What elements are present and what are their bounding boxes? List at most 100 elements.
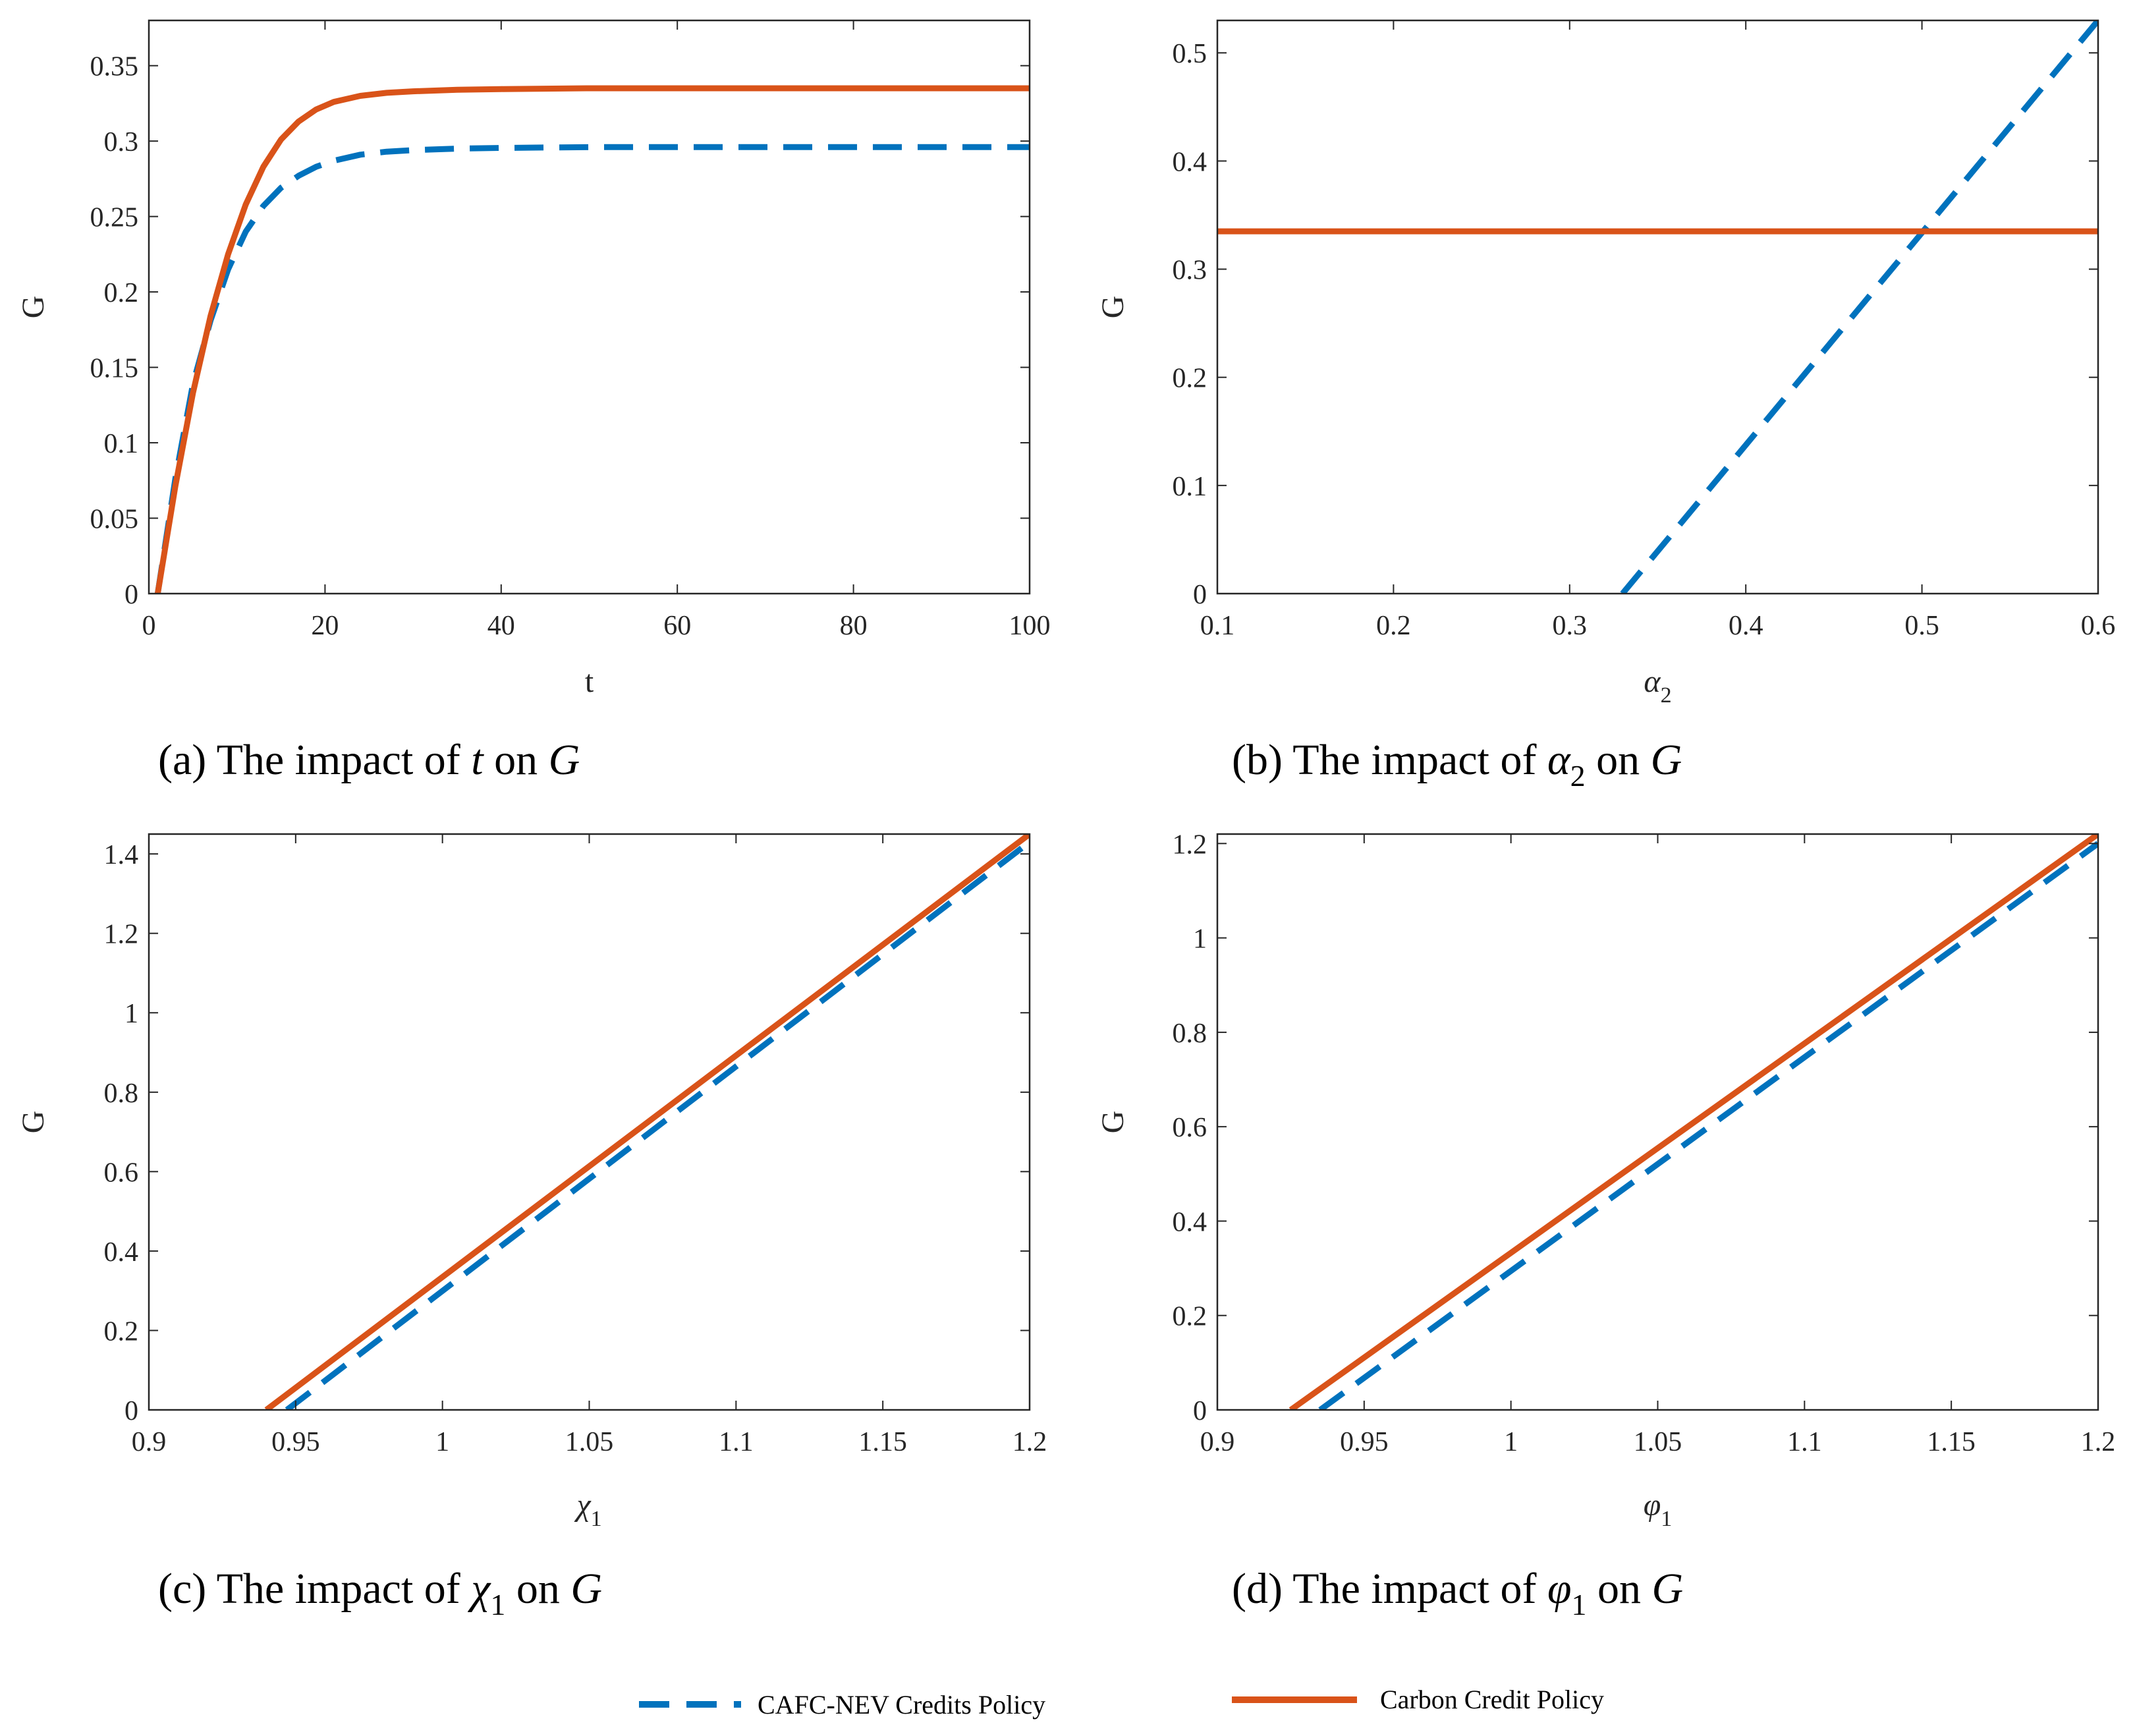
y-tick-label: 0.6 bbox=[104, 1158, 139, 1188]
series-line-carbon bbox=[264, 834, 1030, 1410]
caption-on: on bbox=[484, 736, 549, 784]
legend: CAFC-NEV Credits Policy Carbon Credit Po… bbox=[639, 1685, 1604, 1720]
y-tick-label: 0.15 bbox=[90, 354, 139, 384]
x-tick-label: 0.9 bbox=[132, 1427, 167, 1457]
x-axis-subscript: 1 bbox=[591, 1507, 602, 1531]
caption-on: on bbox=[505, 1565, 570, 1613]
series-line-carbon bbox=[154, 85, 1030, 594]
y-tick-label: 0 bbox=[1193, 1396, 1207, 1426]
x-tick-label: 1 bbox=[435, 1427, 449, 1457]
y-tick-label: 0 bbox=[1193, 580, 1207, 610]
y-tick-label: 0.1 bbox=[1173, 472, 1207, 502]
y-tick-label: 0.05 bbox=[90, 505, 139, 535]
panel-d: 0.9 0.95 1 1.05 1.1 1.15 1.2 0 0.2 0.4 0.6 0.8 1 1.2 φ… bbox=[1095, 829, 2115, 1621]
x-tick-label: 40 bbox=[487, 611, 515, 641]
y-axis-label: G bbox=[1095, 1111, 1130, 1134]
x-tick-label: 1.05 bbox=[565, 1427, 614, 1457]
series-line-cafc bbox=[1318, 841, 2098, 1410]
axes-box bbox=[1216, 19, 2099, 595]
panel-caption: (d) The impact of φ1 on G bbox=[1232, 1565, 1683, 1621]
x-tick-label: 20 bbox=[311, 611, 339, 641]
x-tick-label: 0.4 bbox=[1729, 611, 1763, 641]
x-axis-subscript: 2 bbox=[1661, 683, 1672, 708]
y-axis-label: G bbox=[16, 296, 51, 319]
x-tick-label: 0.95 bbox=[1340, 1427, 1389, 1457]
x-tick-label: 0.6 bbox=[2081, 611, 2116, 641]
x-tick-label: 100 bbox=[1009, 611, 1051, 641]
y-tick-label: 1.2 bbox=[1173, 829, 1207, 860]
caption-target: G bbox=[549, 736, 580, 784]
x-axis-label: φ1 bbox=[1644, 1488, 1673, 1531]
y-tick-label: 0.1 bbox=[104, 429, 139, 459]
panel-caption: (b) The impact of α2 on G bbox=[1232, 736, 1682, 793]
y-tick-label: 0.2 bbox=[104, 278, 139, 308]
y-tick-label: 0.35 bbox=[90, 52, 139, 82]
y-axis-label: G bbox=[1095, 296, 1130, 319]
y-axis-label: G bbox=[16, 1111, 51, 1134]
y-tick-label: 0.2 bbox=[104, 1316, 139, 1347]
axes-box bbox=[1216, 833, 2099, 1411]
caption-tag: (c) bbox=[158, 1565, 206, 1613]
y-tick-label: 0.8 bbox=[1173, 1019, 1207, 1049]
series-line-cafc bbox=[154, 144, 1030, 594]
x-axis-label: t bbox=[585, 664, 594, 699]
x-tick-label: 0.2 bbox=[1376, 611, 1411, 641]
caption-subscript: 2 bbox=[1570, 759, 1586, 793]
y-tick-label: 0.4 bbox=[1173, 147, 1207, 177]
caption-on: on bbox=[1586, 1565, 1651, 1613]
caption-target: G bbox=[1651, 736, 1682, 784]
caption-subscript: 1 bbox=[1571, 1588, 1586, 1621]
caption-tag: (a) bbox=[158, 736, 206, 784]
caption-symbol: α bbox=[1547, 736, 1571, 784]
x-tick-label: 0.95 bbox=[271, 1427, 320, 1457]
y-tick-label: 0.6 bbox=[1173, 1113, 1207, 1143]
caption-target: G bbox=[570, 1565, 602, 1613]
panels: 0 20 40 60 80 10000.050.10.150.20.250.30.35tG… bbox=[16, 19, 2116, 1621]
panel-caption: (c) The impact of χ1 on G bbox=[158, 1565, 602, 1621]
x-axis-label: χ1 bbox=[574, 1488, 601, 1531]
x-tick-label: 1.15 bbox=[858, 1427, 907, 1457]
caption-prefix: The impact of bbox=[206, 736, 471, 784]
y-tick-label: 1.4 bbox=[104, 840, 139, 870]
x-axis-symbol: α bbox=[1644, 664, 1661, 699]
x-tick-label: 1.05 bbox=[1634, 1427, 1682, 1457]
y-tick-label: 1 bbox=[125, 999, 138, 1029]
caption-prefix: The impact of bbox=[1283, 736, 1547, 784]
y-tick-label: 0.4 bbox=[104, 1237, 139, 1268]
panel-b: 0.1 0.2 0.3 0.4 0.5 0.600.10.20.30.40.5α2G(b)… bbox=[1095, 19, 2116, 793]
caption-target: G bbox=[1651, 1565, 1683, 1613]
panel-caption: (a) The impact of t on G bbox=[158, 736, 580, 784]
y-tick-label: 0.25 bbox=[90, 203, 139, 233]
caption-tag: (b) bbox=[1232, 736, 1283, 784]
x-tick-label: 1.1 bbox=[719, 1427, 754, 1457]
caption-prefix: The impact of bbox=[206, 1565, 471, 1613]
y-tick-label: 0 bbox=[125, 1396, 138, 1426]
y-tick-label: 1.2 bbox=[104, 920, 139, 950]
x-axis-symbol: t bbox=[585, 664, 594, 699]
series-line-cafc bbox=[1620, 20, 2098, 594]
y-tick-label: 0.4 bbox=[1173, 1207, 1207, 1237]
x-tick-label: 1 bbox=[1504, 1427, 1518, 1457]
y-tick-label: 0.8 bbox=[104, 1078, 139, 1109]
x-tick-label: 0.3 bbox=[1553, 611, 1588, 641]
y-tick-label: 1 bbox=[1193, 924, 1207, 955]
caption-on: on bbox=[1586, 736, 1651, 784]
x-axis-label: α2 bbox=[1644, 664, 1671, 708]
caption-prefix: The impact of bbox=[1283, 1565, 1547, 1613]
caption-subscript: 1 bbox=[490, 1588, 505, 1621]
series-line-cafc bbox=[285, 839, 1030, 1410]
series-line-carbon bbox=[1288, 834, 2098, 1410]
y-tick-label: 0.5 bbox=[1173, 39, 1207, 69]
y-tick-label: 0.3 bbox=[104, 127, 139, 157]
y-tick-label: 0.2 bbox=[1173, 1302, 1207, 1332]
x-tick-label: 1.1 bbox=[1787, 1427, 1822, 1457]
y-tick-label: 0 bbox=[125, 580, 138, 610]
x-tick-label: 0.5 bbox=[1904, 611, 1939, 641]
caption-symbol: φ bbox=[1547, 1565, 1572, 1613]
caption-symbol: t bbox=[471, 736, 484, 784]
legend-label-cafc: CAFC-NEV Credits Policy bbox=[758, 1690, 1045, 1720]
x-tick-label: 80 bbox=[840, 611, 868, 641]
x-axis-symbol: χ bbox=[574, 1488, 592, 1523]
x-tick-label: 0.1 bbox=[1200, 611, 1235, 641]
